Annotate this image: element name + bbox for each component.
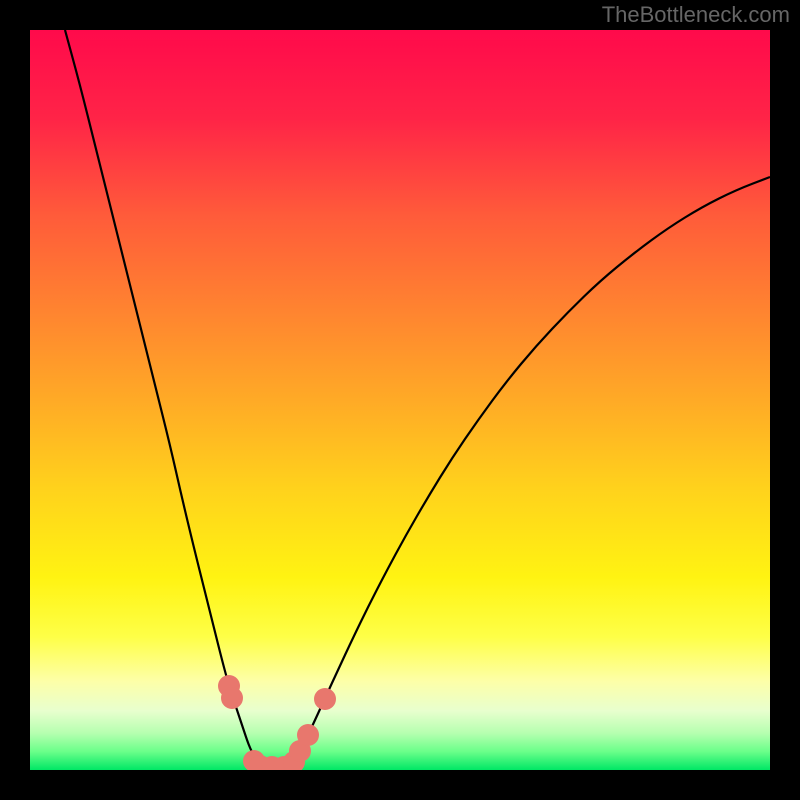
gradient-panel [30,30,770,770]
data-marker [297,724,319,746]
data-marker [314,688,336,710]
chart-svg [0,0,800,800]
data-marker [221,687,243,709]
chart-container: TheBottleneck.com [0,0,800,800]
